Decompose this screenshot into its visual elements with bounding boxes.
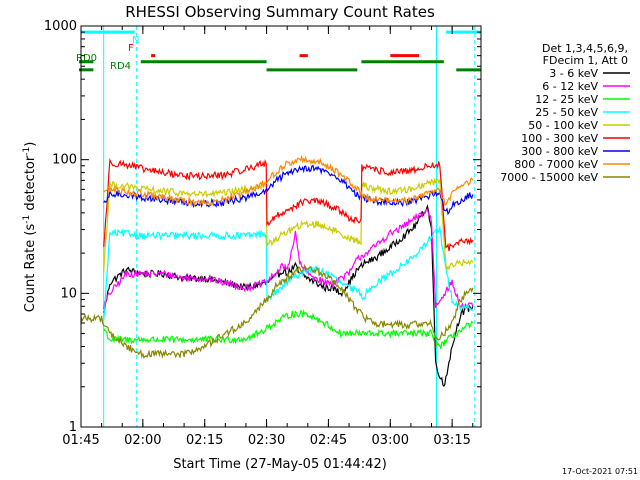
series-line	[103, 225, 474, 321]
legend-entry-label: 6 - 12 keV	[542, 80, 598, 93]
footer-timestamp: 17-Oct-2021 07:51	[562, 467, 638, 476]
legend-entry-label: 50 - 100 keV	[528, 119, 598, 132]
y-axis-label-sup: -1	[22, 215, 32, 224]
legend-header-line: FDecim 1, Att 0	[543, 54, 628, 67]
series-line	[103, 208, 474, 310]
flag-label: F	[128, 43, 134, 54]
y-tick-label: 100	[52, 153, 77, 168]
legend-entry-label: 25 - 50 keV	[535, 106, 598, 119]
x-tick-label: 02:30	[248, 433, 285, 448]
series-line	[80, 264, 474, 359]
legend-entry-label: 800 - 7000 keV	[514, 158, 598, 171]
x-tick-label: 02:00	[124, 433, 161, 448]
y-axis-label-part: detector	[23, 155, 38, 215]
series-line	[103, 177, 474, 272]
plot-area: NF RD0 RD4	[76, 26, 481, 427]
legend-entry-label: 3 - 6 keV	[549, 67, 598, 80]
flag-label: RD4	[110, 61, 131, 72]
flag-label: N	[132, 35, 139, 46]
series-line	[103, 154, 474, 208]
series-line	[103, 309, 474, 349]
y-tick-label: 1	[69, 420, 77, 435]
y-axis-label-part: )	[23, 142, 38, 147]
series-line	[103, 164, 474, 216]
series-line	[103, 157, 474, 252]
y-axis-label: Count Rate (s-1 detector-1)	[22, 142, 38, 313]
y-axis-label-part: Count Rate (s	[23, 224, 38, 313]
x-axis: 01:45 02:00 02:15 02:30 02:45 03:00 03:15	[62, 26, 474, 448]
x-tick-label: 02:15	[186, 433, 223, 448]
x-tick-label: 01:45	[62, 433, 99, 448]
legend-entry-label: 7000 - 15000 keV	[500, 171, 598, 184]
flag-label: RD0	[76, 53, 97, 64]
plot-frame	[80, 25, 482, 428]
legend: Det 1,3,4,5,6,9, FDecim 1, Att 0 3 - 6 k…	[500, 42, 630, 184]
y-tick-label: 1000	[44, 19, 77, 34]
x-axis-label: Start Time (27-May-05 01:44:42)	[173, 457, 387, 472]
legend-entry-label: 300 - 800 keV	[521, 145, 598, 158]
x-tick-label: 03:00	[372, 433, 409, 448]
y-axis-label-sup: -1	[22, 147, 32, 156]
x-tick-label: 02:45	[310, 433, 347, 448]
y-tick-label: 10	[60, 286, 77, 301]
x-tick-label: 03:15	[433, 433, 470, 448]
legend-header-line: Det 1,3,4,5,6,9,	[542, 42, 628, 55]
legend-entry-label: 12 - 25 keV	[535, 93, 598, 106]
legend-entry-label: 100 - 300 keV	[521, 132, 598, 145]
chart-title: RHESSI Observing Summary Count Rates	[125, 3, 435, 21]
y-axis: 1 10 100 1000	[44, 19, 481, 435]
